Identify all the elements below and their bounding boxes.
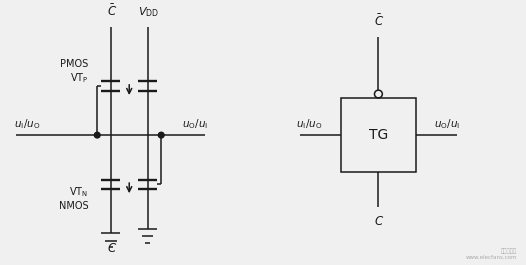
- Circle shape: [94, 132, 100, 138]
- Text: TG: TG: [369, 128, 388, 142]
- Text: PMOS: PMOS: [60, 59, 88, 69]
- Text: $u_{\rm O}/u_{\rm I}$: $u_{\rm O}/u_{\rm I}$: [433, 117, 460, 131]
- Circle shape: [158, 132, 164, 138]
- Text: $u_{\rm I}/u_{\rm O}$: $u_{\rm I}/u_{\rm O}$: [14, 117, 40, 131]
- Text: NMOS: NMOS: [59, 201, 88, 211]
- Text: ${\rm VT}_{\rm N}$: ${\rm VT}_{\rm N}$: [69, 185, 88, 199]
- Text: $u_{\rm I}/u_{\rm O}$: $u_{\rm I}/u_{\rm O}$: [296, 117, 322, 131]
- Text: ${\rm VT}_{\rm P}$: ${\rm VT}_{\rm P}$: [70, 71, 88, 85]
- Text: $u_{\rm O}/u_{\rm I}$: $u_{\rm O}/u_{\rm I}$: [182, 117, 208, 131]
- Text: $V_{\rm DD}$: $V_{\rm DD}$: [138, 5, 159, 19]
- Text: $\bar{C}$: $\bar{C}$: [375, 14, 385, 29]
- Text: $\bar{C}$: $\bar{C}$: [107, 3, 117, 19]
- Text: $C$: $C$: [107, 242, 117, 255]
- Bar: [341, 98, 416, 172]
- Text: $C$: $C$: [375, 215, 385, 228]
- Text: 电子发烧友
www.elecfans.com: 电子发烧友 www.elecfans.com: [466, 249, 518, 260]
